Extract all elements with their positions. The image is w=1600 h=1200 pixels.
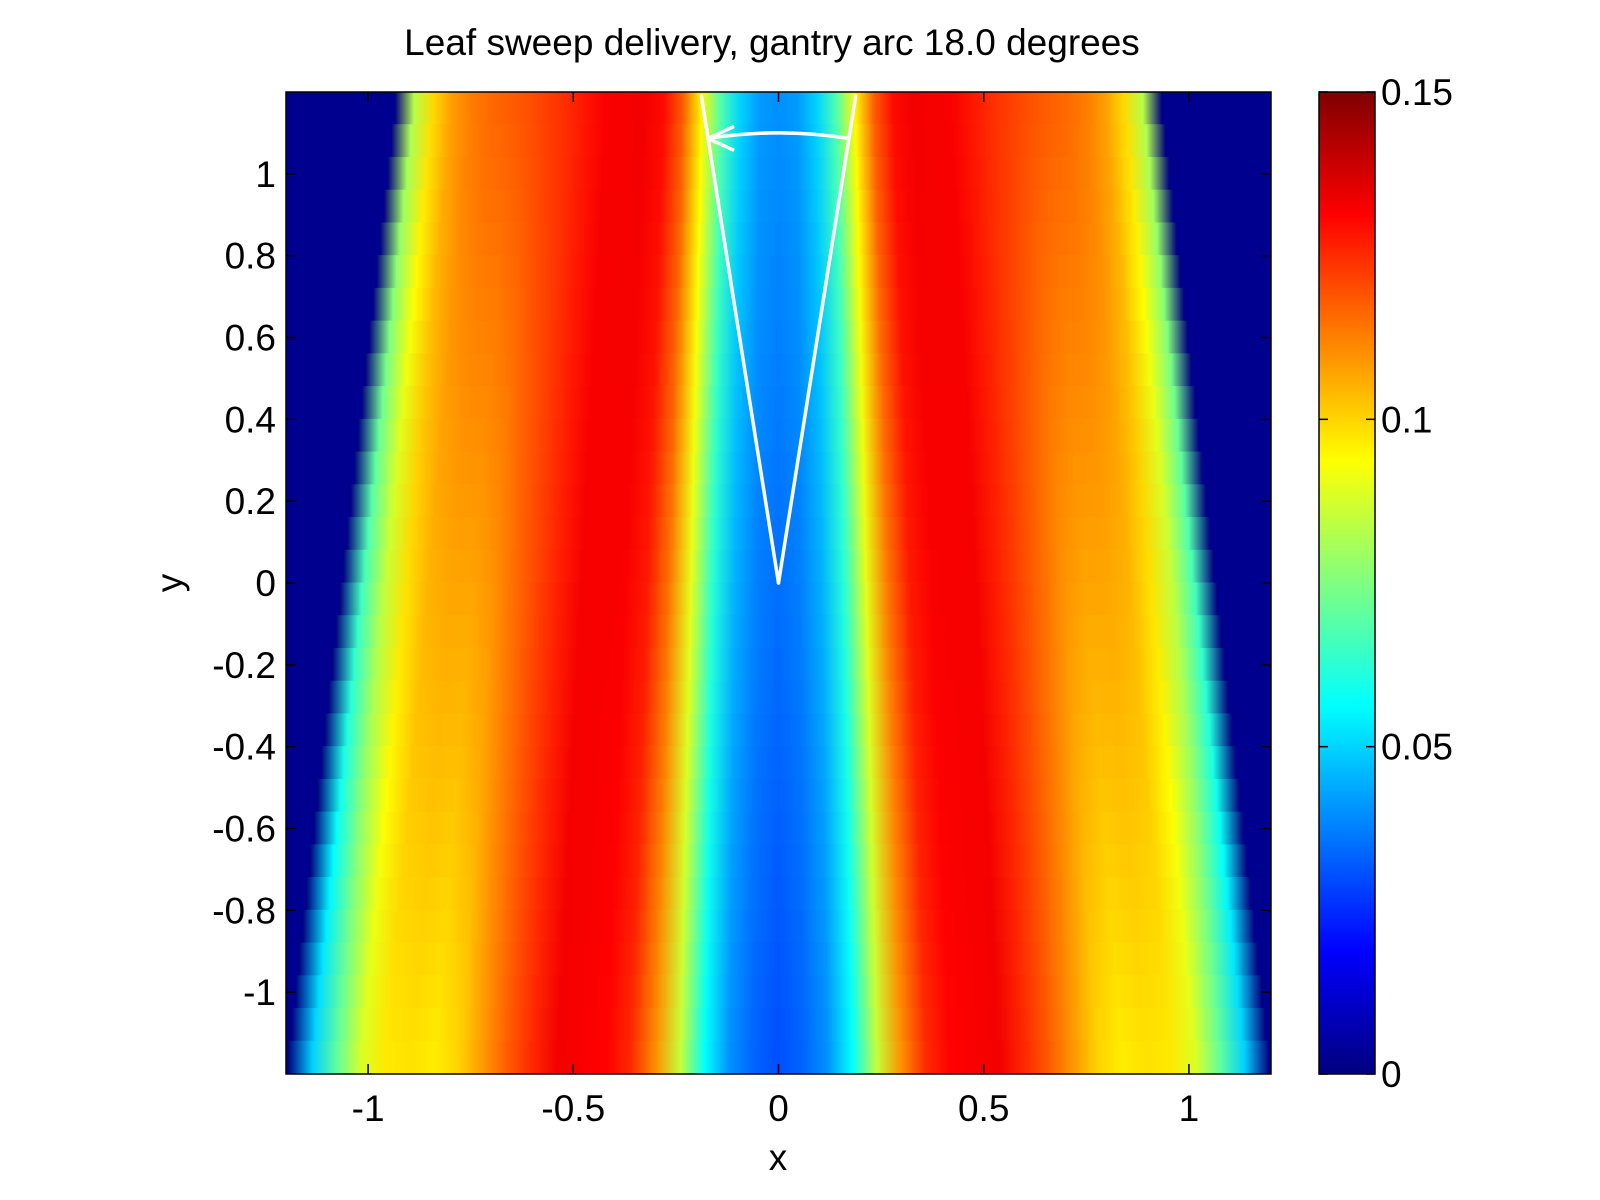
y-tick-label: -0.2 xyxy=(212,645,276,686)
y-tick-label: -0.4 xyxy=(212,727,276,768)
heatmap-strip xyxy=(372,287,1185,322)
x-tick-label: 1 xyxy=(1179,1088,1200,1129)
heatmap-strip xyxy=(346,517,1211,551)
colorbar-tick-label: 0.15 xyxy=(1381,72,1453,113)
heatmap-strip xyxy=(383,189,1174,224)
heatmap-strip xyxy=(291,1008,1266,1042)
y-tick-label: -1 xyxy=(243,972,276,1013)
x-tick-label: 0 xyxy=(768,1088,789,1129)
heatmap-strip xyxy=(295,975,1262,1010)
heatmap-strip xyxy=(369,320,1188,355)
heatmap-strip xyxy=(358,418,1199,453)
y-tick-label: -0.6 xyxy=(212,809,276,850)
heatmap-strip xyxy=(317,778,1240,813)
y-axis: 1 0.8 0.6 0.4 0.2 0 -0.2 -0.4 -0.6 -0.8 -1 xyxy=(212,154,1271,1013)
heatmap-strip xyxy=(302,909,1255,944)
plot-area xyxy=(285,91,1272,1075)
y-tick-label: 0.6 xyxy=(225,318,276,359)
x-axis-label: x xyxy=(769,1137,788,1178)
heatmap-strip xyxy=(391,124,1166,158)
heatmap-field xyxy=(287,92,1270,1074)
colorbar-ticks: 0 0.05 0.1 0.15 xyxy=(1319,72,1453,1095)
arc-arrowhead xyxy=(706,124,735,153)
heatmap-strip xyxy=(310,844,1247,879)
colorbar-gradient xyxy=(1318,91,1376,1075)
heatmap-strip xyxy=(306,877,1251,911)
y-tick-label: -0.8 xyxy=(212,890,276,931)
x-tick-label: -0.5 xyxy=(541,1088,605,1129)
heatmap-strip xyxy=(298,942,1259,977)
y-axis-label: y xyxy=(149,573,190,592)
arc-sweep-curve xyxy=(707,131,850,141)
arc-ray-right xyxy=(776,94,858,585)
y-tick-label: 0.8 xyxy=(225,236,276,277)
heatmap-strip xyxy=(332,647,1225,682)
heatmap-strip xyxy=(354,451,1203,486)
chart-title: Leaf sweep delivery, gantry arc 18.0 deg… xyxy=(404,22,1140,63)
colorbar-tick-label: 0 xyxy=(1381,1054,1402,1095)
colorbar-tick-label: 0.05 xyxy=(1381,727,1453,768)
heatmap-strip xyxy=(313,811,1244,846)
arc-ray-left xyxy=(699,94,781,585)
heatmap-strip xyxy=(324,713,1233,748)
gantry-arc-overlay xyxy=(699,94,858,585)
y-tick-label: 1 xyxy=(255,154,276,195)
y-tick-label: 0.2 xyxy=(225,481,276,522)
heatmap-strip xyxy=(335,615,1222,649)
heatmap-strip xyxy=(380,222,1177,257)
y-tick-label: 0.4 xyxy=(225,399,276,440)
colorbar-tick-label: 0.1 xyxy=(1381,399,1432,440)
heatmap-strip xyxy=(328,680,1229,715)
y-tick-label: 0 xyxy=(255,563,276,604)
colorbar: 0 0.05 0.1 0.15 xyxy=(1318,72,1453,1095)
heatmap-strip xyxy=(350,484,1207,519)
x-tick-label: 0.5 xyxy=(958,1088,1009,1129)
heatmap-strip xyxy=(321,746,1236,780)
heatmap-strip xyxy=(361,386,1196,420)
heatmap-strip xyxy=(365,353,1192,388)
heatmap-strip xyxy=(339,582,1218,617)
heatmap-strip xyxy=(387,156,1170,191)
x-axis: -1 -0.5 0 0.5 1 xyxy=(352,92,1200,1129)
x-tick-label: -1 xyxy=(352,1088,385,1129)
heatmap-strip xyxy=(376,255,1181,289)
